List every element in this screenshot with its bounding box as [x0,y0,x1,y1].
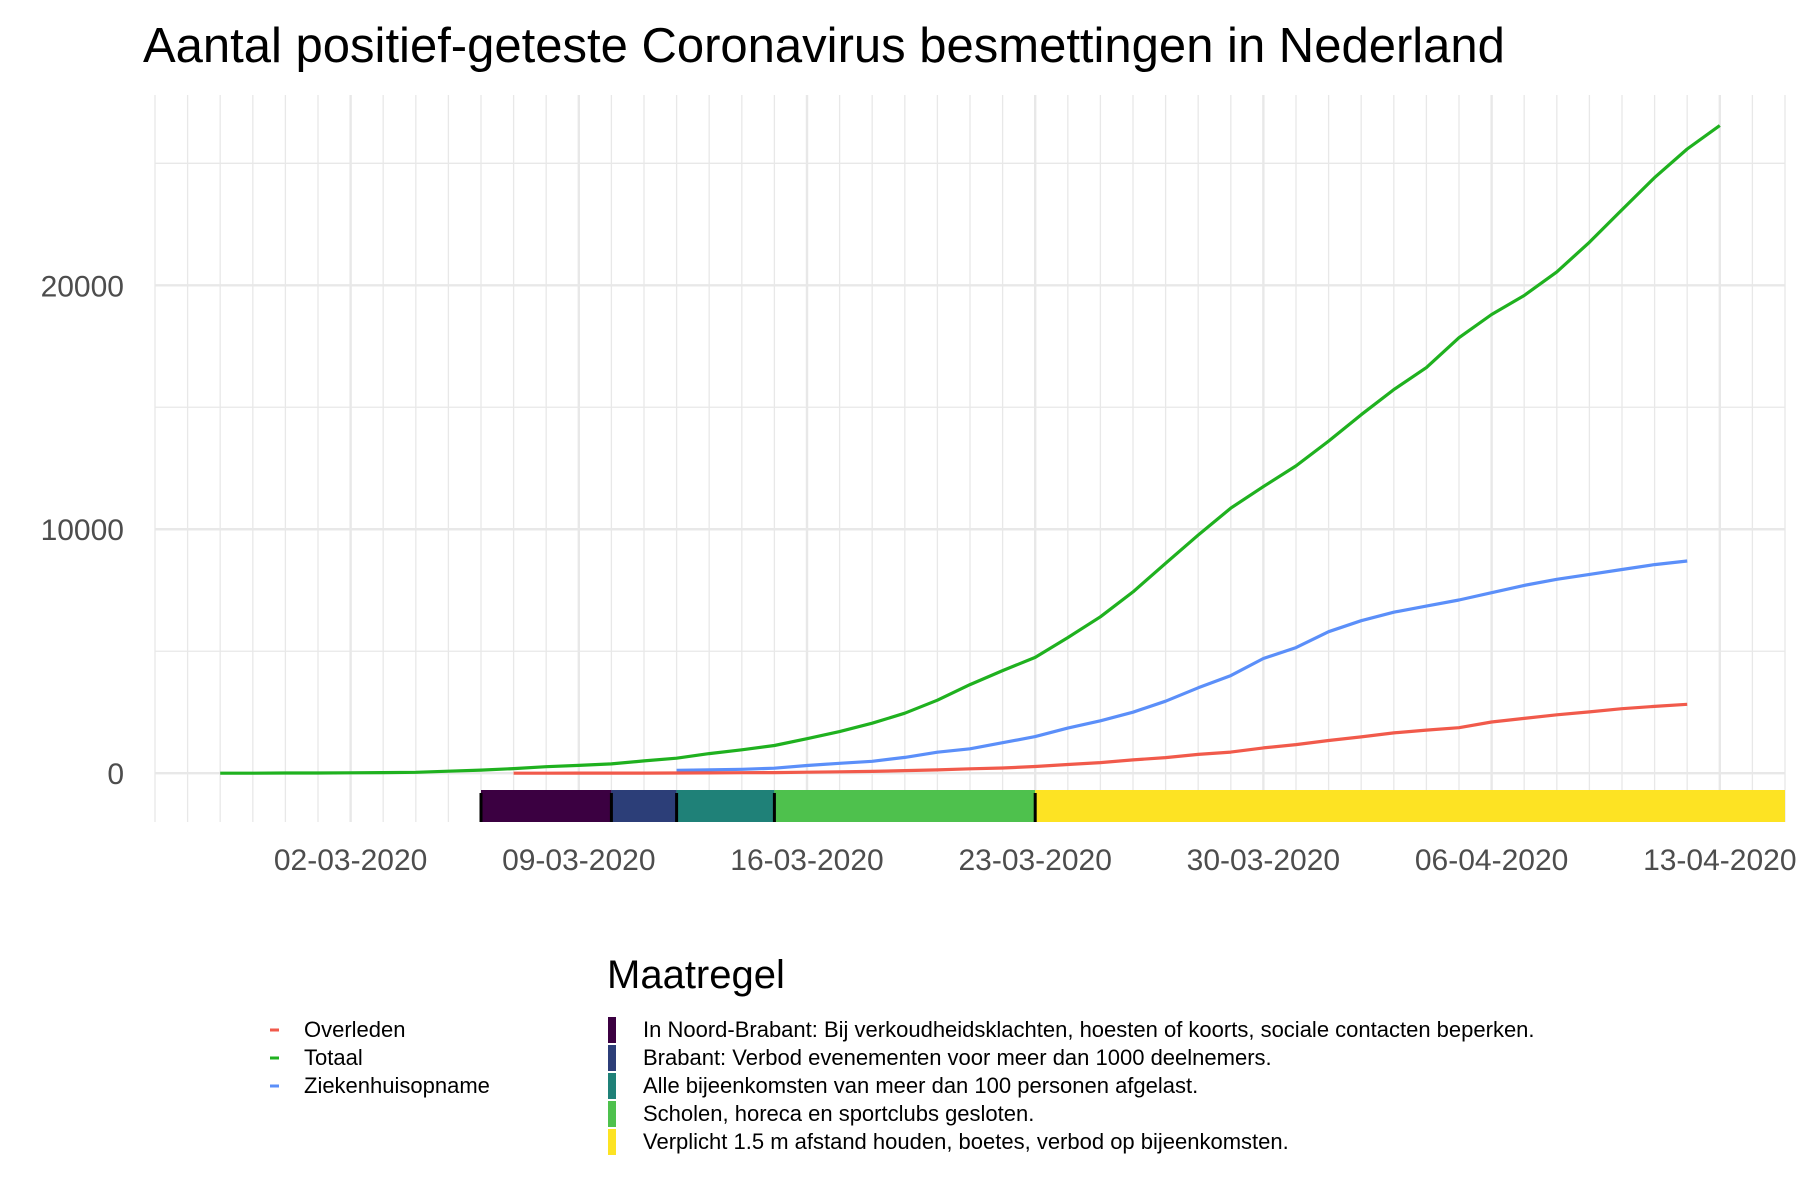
legend-label-totaal: Totaal [304,1045,363,1070]
x-tick-label: 06-04-2020 [1415,844,1568,877]
x-tick-label: 30-03-2020 [1187,844,1340,877]
series-line-totaal [220,124,1721,775]
legend-measure-label: Alle bijeenkomsten van meer dan 100 pers… [643,1073,1198,1098]
measure-bar [676,790,775,822]
series-line-overleden [513,702,1688,775]
legend-measure-label: In Noord-Brabant: Bij verkoudheidsklacht… [643,1017,1535,1042]
grid [154,95,1786,822]
legend-measure-key [608,1073,616,1099]
legend-measures: In Noord-Brabant: Bij verkoudheidsklacht… [608,1017,1535,1155]
y-tick-label: 20000 [41,270,124,303]
legend-measure-label: Scholen, horeca en sportclubs gesloten. [643,1101,1034,1126]
legend-measure-key [608,1129,616,1155]
legend-measure-key [608,1017,616,1043]
measure-bar [611,790,677,822]
measure-bars [479,790,1785,822]
measure-bar [1035,790,1785,822]
x-tick-label: 09-03-2020 [502,844,655,877]
y-tick-label: 10000 [41,514,124,547]
legend-label-ziekenhuisopname: Ziekenhuisopname [304,1073,490,1098]
legend-measure-key [608,1101,616,1127]
x-tick-label: 13-04-2020 [1643,844,1796,877]
x-axis: 02-03-2020 09-03-2020 16-03-2020 23-03-2020… [274,844,1797,877]
series-lines [220,124,1721,775]
series-line-ziekenhuisopname [676,559,1688,772]
legend-measure-label: Verplicht 1.5 m afstand houden, boetes, … [643,1129,1289,1154]
x-tick-label: 02-03-2020 [274,844,427,877]
x-tick-label: 23-03-2020 [958,844,1111,877]
y-axis: 0 10000 20000 [41,270,124,791]
measure-bar [481,790,612,822]
legend-title: Maatregel [607,953,785,997]
chart-title: Aantal positief-geteste Coronavirus besm… [143,19,1505,73]
legend-measure-label: Brabant: Verbod evenementen voor meer da… [643,1045,1272,1070]
measure-bar [774,790,1036,822]
x-tick-label: 16-03-2020 [730,844,883,877]
legend-measure-key [608,1045,616,1071]
legend-label-overleden: Overleden [304,1017,406,1042]
legend-series: Overleden Totaal Ziekenhuisopname [270,1017,490,1098]
y-tick-label: 0 [107,758,124,791]
